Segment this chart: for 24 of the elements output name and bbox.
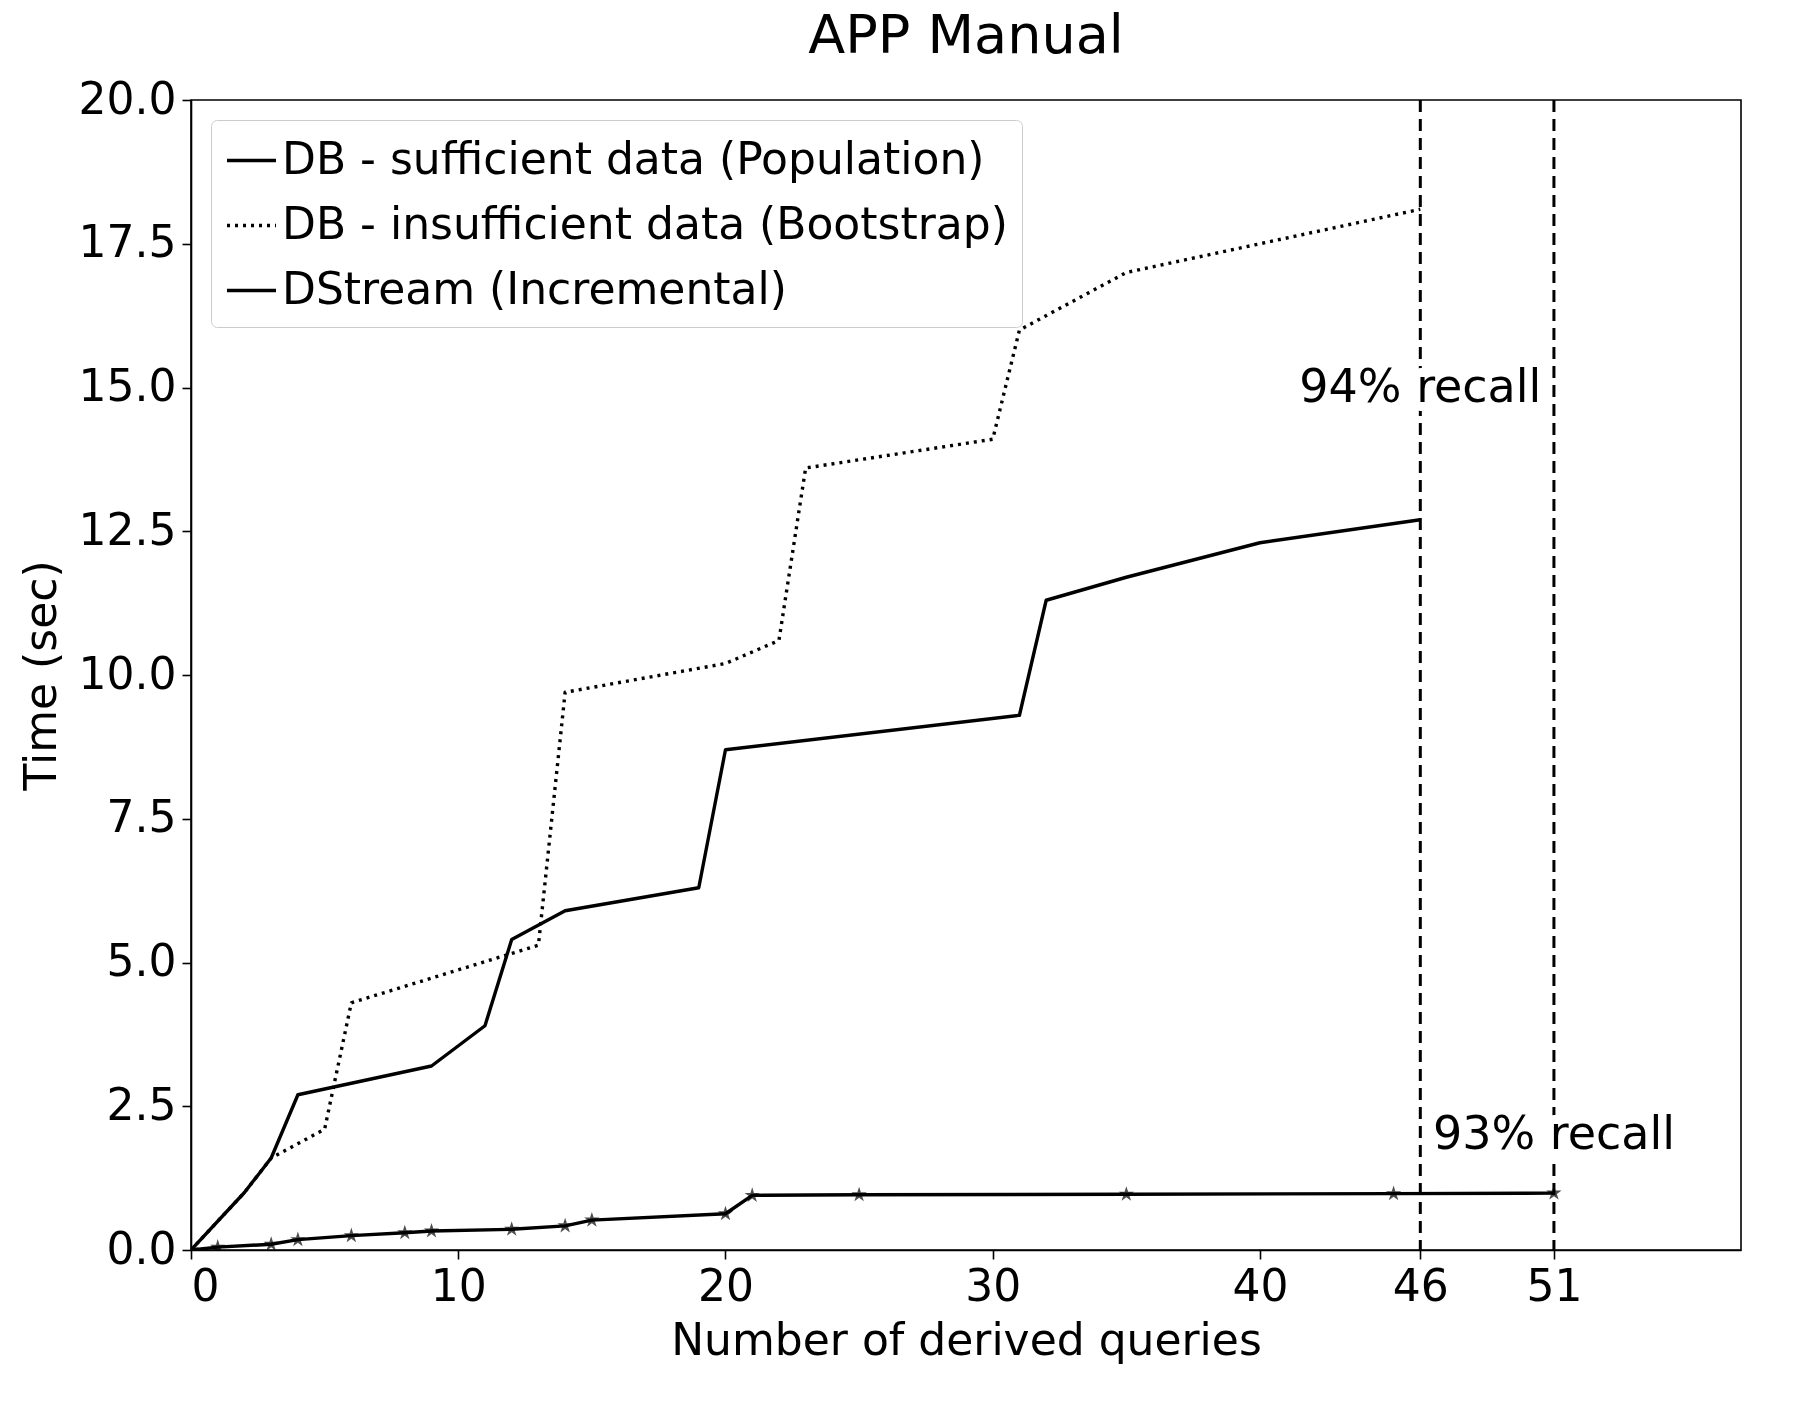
legend-label: DB - sufficient data (Population): [282, 132, 985, 184]
y-tick-label: 0.0: [106, 1222, 177, 1274]
y-tick-label: 20.0: [78, 72, 177, 124]
x-axis-title: Number of derived queries: [671, 1313, 1262, 1365]
y-tick-label: 10.0: [78, 647, 177, 699]
y-tick-label: 7.5: [106, 791, 177, 843]
x-tick-label: 10: [430, 1259, 487, 1311]
x-tick-label: 20: [697, 1259, 754, 1311]
x-tick-label: 46: [1392, 1259, 1449, 1311]
annotation: 94% recall: [1299, 358, 1542, 413]
x-tick-label: 51: [1526, 1259, 1583, 1311]
y-tick-label: 15.0: [78, 360, 177, 411]
x-tick-label: 40: [1232, 1259, 1289, 1311]
y-tick-label: 17.5: [78, 216, 177, 268]
x-tick-label: 30: [965, 1259, 1022, 1311]
y-tick-label: 2.5: [106, 1078, 177, 1130]
y-axis-title: Time (sec): [14, 560, 66, 792]
annotation: 93% recall: [1432, 1106, 1675, 1160]
x-tick-label: 0: [191, 1259, 220, 1311]
y-tick-label: 12.5: [78, 503, 177, 555]
chart-title: APP Manual: [808, 3, 1124, 66]
legend-label: DB - insufficient data (Bootstrap): [282, 197, 1008, 249]
y-tick-label: 5.0: [106, 935, 177, 986]
legend-label: DStream (Incremental): [282, 262, 787, 314]
